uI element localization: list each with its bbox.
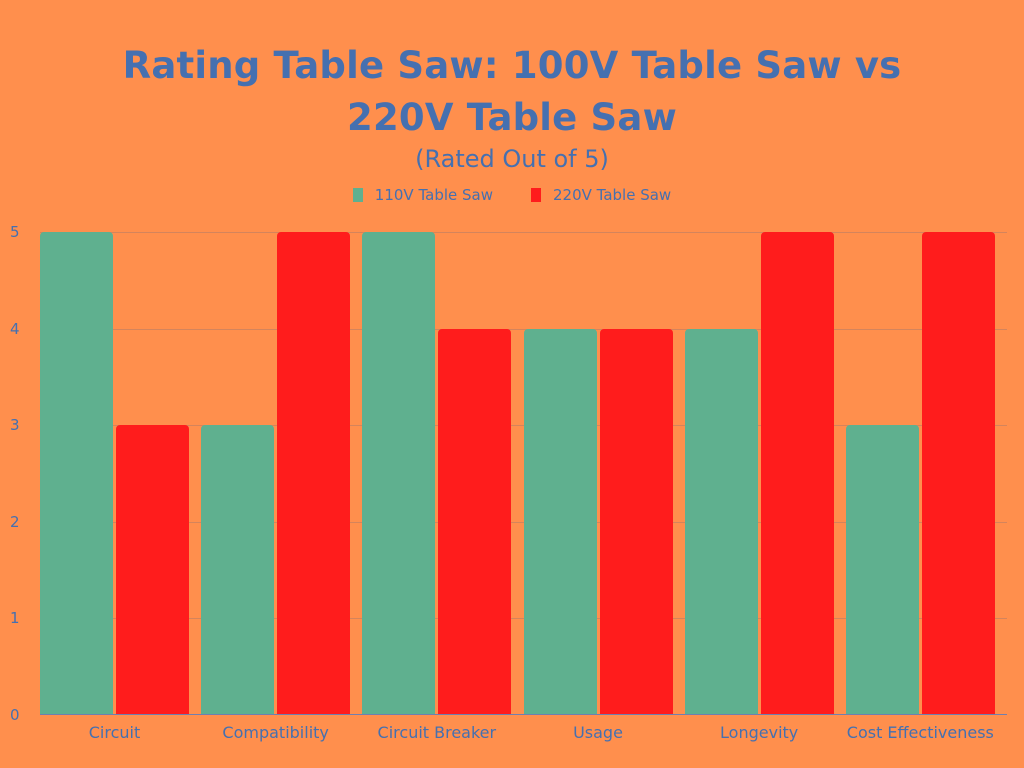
bar-220v [921,232,995,715]
y-tick-label: 4 [10,319,20,338]
x-tick-label: Longevity [720,723,799,742]
plot-area [40,232,1007,715]
x-tick-label: Compatibility [222,723,329,742]
x-tick-label: Usage [573,723,623,742]
legend-swatch-110v [352,188,363,202]
bar-110v [523,328,597,715]
y-tick-label: 1 [10,609,20,628]
bar-220v [760,232,834,715]
bar-220v [599,328,673,715]
chart-title-line-2: 220V Table Saw [347,96,677,139]
x-axis-line [40,714,1007,715]
gridline [40,232,1007,233]
bar-110v [845,425,919,715]
legend-swatch-220v [531,188,541,202]
chart-subtitle: (Rated Out of 5) [415,145,609,173]
legend-item-220v: 220V Table Saw [531,186,671,204]
bar-110v [362,232,436,715]
y-tick-label: 5 [10,223,20,241]
x-tick-label: Circuit [88,723,141,742]
x-tick-label: Circuit Breaker [377,723,497,742]
y-tick-label: 3 [10,416,20,435]
bar-110v [201,425,275,715]
y-tick-label: 2 [10,512,20,531]
legend-label-110v: 110V Table Saw [374,186,493,204]
legend-label-220v: 220V Table Saw [553,186,672,204]
bar-110v [40,232,113,715]
bar-220v [116,425,189,715]
chart-title-line-1: Rating Table Saw: 100V Table Saw vs [122,44,902,87]
bar-220v [277,232,351,715]
x-tick-label: Cost Effectiveness [846,723,994,742]
gridline [40,328,1007,330]
bar-110v [684,328,758,715]
legend-item-110v: 110V Table Saw [352,186,493,204]
legend: 110V Table Saw 220V Table Saw [0,186,1024,204]
y-tick-label: 0 [10,706,20,724]
bar-220v [438,328,512,715]
